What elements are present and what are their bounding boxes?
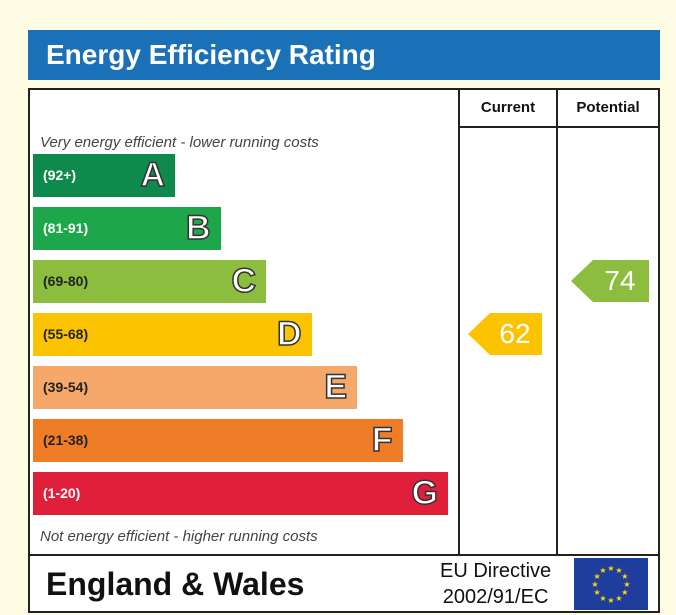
eu-star-icon: ★	[623, 580, 630, 589]
band-letter: E	[324, 367, 348, 407]
band-letter: A	[140, 155, 166, 195]
current-rating-arrow: 62	[468, 313, 542, 355]
rating-table: Current Potential Very energy efficient …	[28, 88, 660, 613]
eu-star-icon: ★	[594, 588, 601, 597]
eu-star-icon: ★	[607, 564, 614, 573]
band-a: (92+) A	[33, 154, 175, 197]
band-letter: D	[276, 314, 302, 354]
band-f: (21-38) F	[33, 419, 403, 462]
eu-star-icon: ★	[607, 596, 614, 605]
eu-star-icon: ★	[615, 566, 622, 575]
band-range-label: (81-91)	[43, 220, 89, 236]
band-letter: F	[371, 420, 393, 460]
current-column-header: Current	[480, 99, 536, 116]
eu-star-icon: ★	[599, 566, 606, 575]
chart-title: Energy Efficiency Rating	[28, 30, 660, 80]
eu-directive-line1: EU Directive	[440, 560, 552, 582]
eu-star-icon: ★	[599, 594, 606, 603]
bottom-note: Not energy efficient - higher running co…	[40, 528, 318, 545]
eu-directive-line2: 2002/91/EC	[442, 586, 549, 608]
band-g: (1-20) G	[33, 472, 448, 515]
band-range-label: (21-38)	[43, 432, 89, 448]
band-range-label: (1-20)	[43, 485, 81, 501]
band-letter: B	[185, 208, 211, 248]
potential-rating-arrow: 74	[571, 260, 649, 302]
potential-column-divider	[556, 90, 558, 554]
eu-directive: EU Directive 2002/91/EC	[440, 558, 551, 610]
band-e: (39-54) E	[33, 366, 357, 409]
band-range-label: (55-68)	[43, 326, 89, 342]
band-letter: G	[411, 473, 439, 513]
top-note: Very energy efficient - lower running co…	[40, 134, 319, 151]
eu-star-icon: ★	[594, 572, 601, 581]
band-c: (69-80) C	[33, 260, 266, 303]
band-letter: C	[231, 261, 257, 301]
eu-star-icon: ★	[621, 588, 628, 597]
potential-column-header: Potential	[576, 99, 640, 116]
band-range-label: (92+)	[43, 167, 77, 183]
eu-flag-icon: ★ ★ ★ ★ ★ ★ ★ ★ ★ ★ ★ ★	[574, 558, 648, 610]
eu-star-icon: ★	[621, 572, 628, 581]
band-b: (81-91) B	[33, 207, 221, 250]
footer-divider	[30, 554, 658, 556]
band-d: (55-68) D	[33, 313, 312, 356]
current-column-divider	[458, 90, 460, 554]
country-label: England & Wales	[46, 566, 305, 602]
band-range-label: (39-54)	[43, 379, 89, 395]
eu-star-icon: ★	[615, 594, 622, 603]
header-divider	[458, 126, 658, 128]
eu-star-icon: ★	[591, 580, 598, 589]
band-range-label: (69-80)	[43, 273, 89, 289]
